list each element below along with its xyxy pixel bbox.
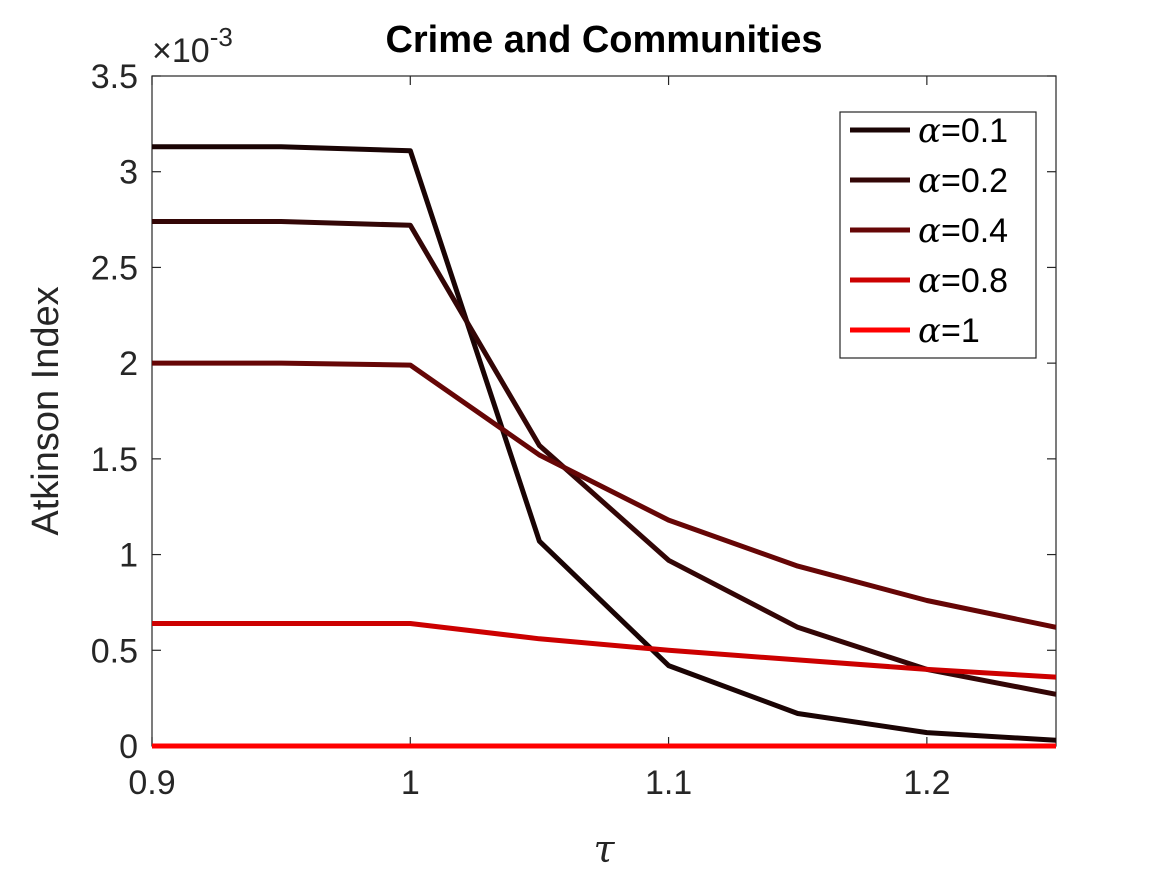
legend-value: =1 bbox=[941, 312, 980, 350]
y-tick-label: 3 bbox=[119, 154, 138, 192]
y-exponent-power: -3 bbox=[210, 22, 233, 52]
y-exponent-base: ×10 bbox=[152, 32, 210, 70]
legend-value: =0.4 bbox=[941, 212, 1008, 250]
legend: α=0.1α=0.2α=0.4α=0.8α=1 bbox=[839, 111, 1037, 359]
series-line-2 bbox=[152, 219, 1057, 697]
alpha-symbol: α bbox=[918, 161, 941, 201]
y-tick-label: 2.5 bbox=[91, 249, 138, 287]
x-tick-label: 1.1 bbox=[645, 764, 692, 802]
x-tick-label: 1 bbox=[401, 764, 420, 802]
alpha-symbol: α bbox=[918, 211, 941, 251]
legend-box bbox=[839, 111, 1037, 359]
legend-entry: α=0.4 bbox=[918, 211, 1008, 251]
legend-entry: α=0.8 bbox=[918, 261, 1008, 301]
y-tick-label: 0 bbox=[119, 728, 138, 766]
legend-value: =0.8 bbox=[941, 262, 1008, 300]
y-tick-label: 2 bbox=[119, 345, 138, 383]
y-axis-label: Atkinson Index bbox=[25, 286, 67, 535]
y-tick-label: 0.5 bbox=[91, 632, 138, 670]
alpha-symbol: α bbox=[918, 311, 941, 351]
x-tick-label: 0.9 bbox=[128, 764, 175, 802]
x-axis-label: τ bbox=[593, 827, 615, 871]
y-exponent-label: ×10-3 bbox=[152, 22, 233, 70]
chart-title: Crime and Communities bbox=[385, 19, 822, 61]
series-line-1 bbox=[152, 144, 1057, 743]
y-tick-label: 1 bbox=[119, 537, 138, 575]
legend-value: =0.2 bbox=[941, 162, 1008, 200]
x-tick-label: 1.2 bbox=[903, 764, 950, 802]
legend-entry: α=1 bbox=[918, 311, 980, 351]
series-line-3 bbox=[152, 360, 1057, 630]
series-lines bbox=[152, 144, 1057, 749]
legend-value: =0.1 bbox=[941, 112, 1008, 150]
legend-entry: α=0.2 bbox=[918, 161, 1008, 201]
series-line-4 bbox=[152, 621, 1057, 680]
y-tick-label: 3.5 bbox=[91, 58, 138, 96]
legend-entry: α=0.1 bbox=[918, 111, 1008, 151]
alpha-symbol: α bbox=[918, 111, 941, 151]
alpha-symbol: α bbox=[918, 261, 941, 301]
axis-ticks: 0.9 1 1.1 1.2 0 0.5 1 1.5 2 2.5 3 3.5 bbox=[91, 58, 1056, 802]
y-tick-label: 1.5 bbox=[91, 441, 138, 479]
